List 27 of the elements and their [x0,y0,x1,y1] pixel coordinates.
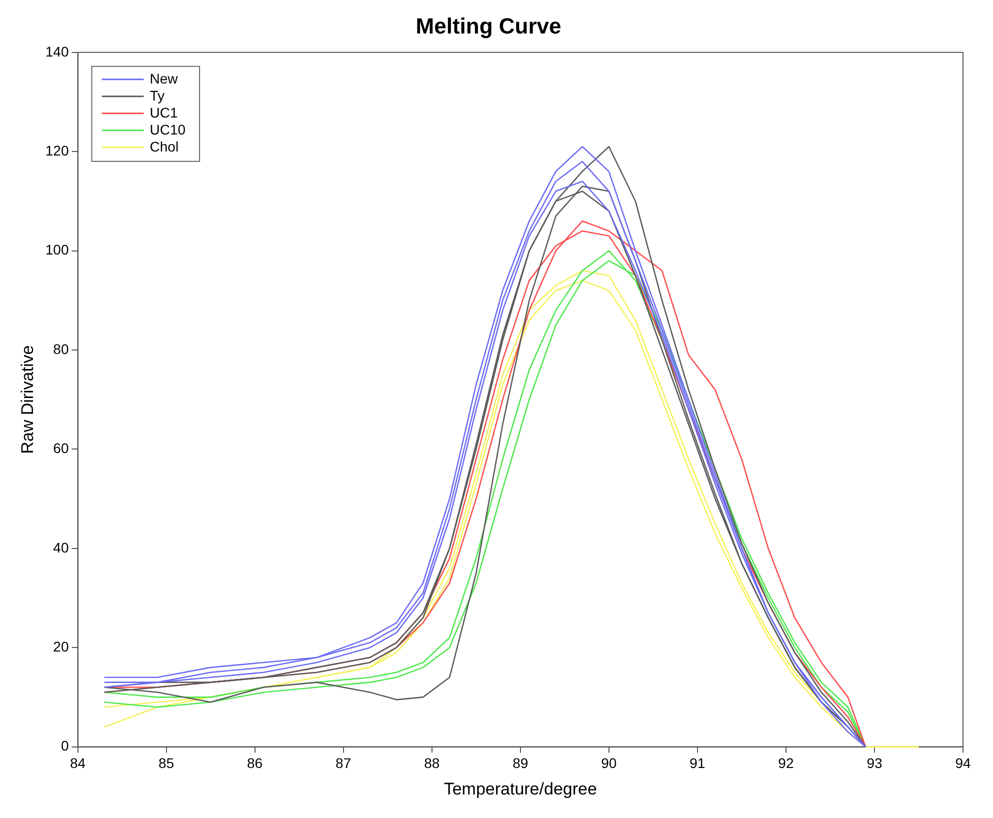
legend-label: Chol [150,138,179,154]
x-tick-label: 86 [247,755,263,772]
legend-label: UC10 [150,121,186,138]
x-tick-label: 91 [690,755,706,772]
x-tick-label: 87 [336,755,352,772]
y-tick-label: 120 [45,142,69,158]
y-tick-label: 0 [60,738,69,754]
x-tick-label: 89 [512,755,528,772]
x-tick-label: 88 [424,755,440,772]
x-tick-label: 84 [70,755,86,772]
y-tick-label: 40 [53,539,69,556]
x-tick-label: 85 [158,755,174,772]
legend-label: New [150,70,179,86]
y-axis-title: Raw Dirivative [18,345,37,454]
y-tick-label: 100 [45,242,69,258]
y-tick-label: 20 [53,638,69,654]
y-tick-label: 140 [45,43,69,60]
chart-title: Melting Curve [416,13,562,38]
x-tick-label: 92 [778,755,794,772]
x-tick-label: 94 [955,755,971,772]
x-tick-label: 90 [601,755,617,772]
y-tick-label: 80 [53,340,69,357]
legend-label: Ty [150,87,165,104]
x-axis-title: Temperature/degree [444,779,597,798]
x-tick-label: 93 [866,755,882,772]
y-tick-label: 60 [53,440,69,456]
legend-label: UC1 [150,104,178,120]
